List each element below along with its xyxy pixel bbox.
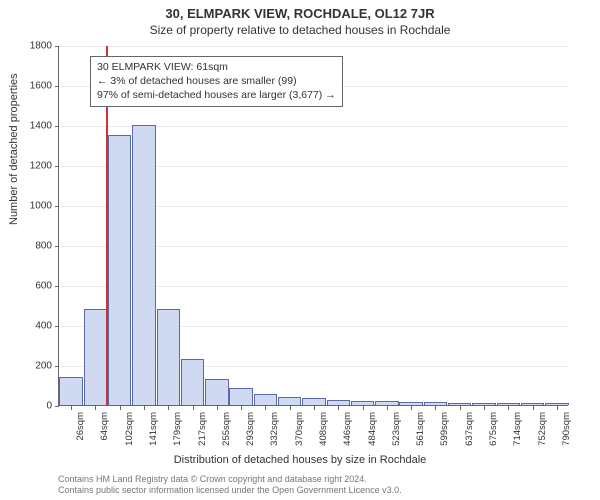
xtick-mark xyxy=(460,406,461,410)
xtick-label: 102sqm xyxy=(124,412,135,446)
footer-attribution: Contains HM Land Registry data © Crown c… xyxy=(58,474,402,497)
bar xyxy=(327,400,350,405)
xtick-label: 484sqm xyxy=(367,412,378,446)
xtick-label: 179sqm xyxy=(172,412,183,446)
bar xyxy=(59,377,82,405)
xtick-mark xyxy=(168,406,169,410)
bar xyxy=(497,403,520,405)
xtick-mark xyxy=(314,406,315,410)
bar xyxy=(472,403,495,405)
xtick-mark xyxy=(241,406,242,410)
ytick-label: 800 xyxy=(22,241,52,252)
xtick-label: 523sqm xyxy=(391,412,402,446)
bar xyxy=(205,379,228,405)
xtick-label: 64sqm xyxy=(99,412,110,441)
bar xyxy=(108,135,131,405)
ytick-label: 0 xyxy=(22,401,52,412)
ytick-label: 1000 xyxy=(22,201,52,212)
ytick-label: 200 xyxy=(22,361,52,372)
ytick-mark xyxy=(55,246,59,247)
ytick-label: 400 xyxy=(22,321,52,332)
xtick-mark xyxy=(193,406,194,410)
ytick-mark xyxy=(55,46,59,47)
y-axis-label: Number of detached properties xyxy=(8,73,20,225)
bar xyxy=(448,403,471,405)
xtick-mark xyxy=(265,406,266,410)
bar xyxy=(229,388,252,405)
xtick-label: 408sqm xyxy=(318,412,329,446)
bar xyxy=(399,402,422,405)
bar xyxy=(302,398,325,405)
gridline xyxy=(59,46,568,47)
xtick-mark xyxy=(533,406,534,410)
bar xyxy=(132,125,155,405)
ytick-label: 1600 xyxy=(22,81,52,92)
xtick-label: 370sqm xyxy=(294,412,305,446)
xtick-mark xyxy=(411,406,412,410)
ytick-mark xyxy=(55,206,59,207)
xtick-label: 752sqm xyxy=(537,412,548,446)
annotation-line-1: 30 ELMPARK VIEW: 61sqm xyxy=(97,60,336,74)
xtick-label: 446sqm xyxy=(342,412,353,446)
ytick-label: 1400 xyxy=(22,121,52,132)
xtick-label: 637sqm xyxy=(464,412,475,446)
annotation-line-3: 97% of semi-detached houses are larger (… xyxy=(97,88,336,102)
ytick-mark xyxy=(55,406,59,407)
footer-line-1: Contains HM Land Registry data © Crown c… xyxy=(58,474,402,485)
xtick-mark xyxy=(71,406,72,410)
xtick-mark xyxy=(435,406,436,410)
xtick-mark xyxy=(144,406,145,410)
bar xyxy=(254,394,277,405)
xtick-label: 26sqm xyxy=(75,412,86,441)
x-axis-label: Distribution of detached houses by size … xyxy=(0,454,600,466)
ytick-mark xyxy=(55,86,59,87)
annotation-box: 30 ELMPARK VIEW: 61sqm ← 3% of detached … xyxy=(90,56,343,107)
xtick-label: 332sqm xyxy=(269,412,280,446)
page-subtitle: Size of property relative to detached ho… xyxy=(0,21,600,37)
ytick-label: 1800 xyxy=(22,41,52,52)
xtick-label: 141sqm xyxy=(148,412,159,446)
xtick-mark xyxy=(290,406,291,410)
xtick-label: 790sqm xyxy=(561,412,572,446)
xtick-mark xyxy=(338,406,339,410)
bar xyxy=(545,403,568,405)
annotation-line-2: ← 3% of detached houses are smaller (99) xyxy=(97,74,336,88)
bar xyxy=(84,309,107,405)
xtick-label: 714sqm xyxy=(512,412,523,446)
ytick-mark xyxy=(55,326,59,327)
bar xyxy=(181,359,204,405)
xtick-mark xyxy=(363,406,364,410)
bar xyxy=(351,401,374,405)
bar xyxy=(424,402,447,405)
ytick-mark xyxy=(55,286,59,287)
ytick-label: 1200 xyxy=(22,161,52,172)
xtick-label: 293sqm xyxy=(245,412,256,446)
xtick-mark xyxy=(557,406,558,410)
xtick-label: 561sqm xyxy=(415,412,426,446)
page-title: 30, ELMPARK VIEW, ROCHDALE, OL12 7JR xyxy=(0,0,600,21)
xtick-label: 255sqm xyxy=(221,412,232,446)
ytick-mark xyxy=(55,126,59,127)
xtick-label: 217sqm xyxy=(197,412,208,446)
ytick-label: 600 xyxy=(22,281,52,292)
xtick-mark xyxy=(217,406,218,410)
xtick-label: 599sqm xyxy=(439,412,450,446)
xtick-mark xyxy=(484,406,485,410)
ytick-mark xyxy=(55,366,59,367)
xtick-mark xyxy=(120,406,121,410)
xtick-mark xyxy=(508,406,509,410)
xtick-mark xyxy=(387,406,388,410)
footer-line-2: Contains public sector information licen… xyxy=(58,485,402,496)
bar xyxy=(157,309,180,405)
bar xyxy=(278,397,301,405)
xtick-label: 675sqm xyxy=(488,412,499,446)
ytick-mark xyxy=(55,166,59,167)
bar xyxy=(375,401,398,405)
bar xyxy=(521,403,544,405)
xtick-mark xyxy=(95,406,96,410)
